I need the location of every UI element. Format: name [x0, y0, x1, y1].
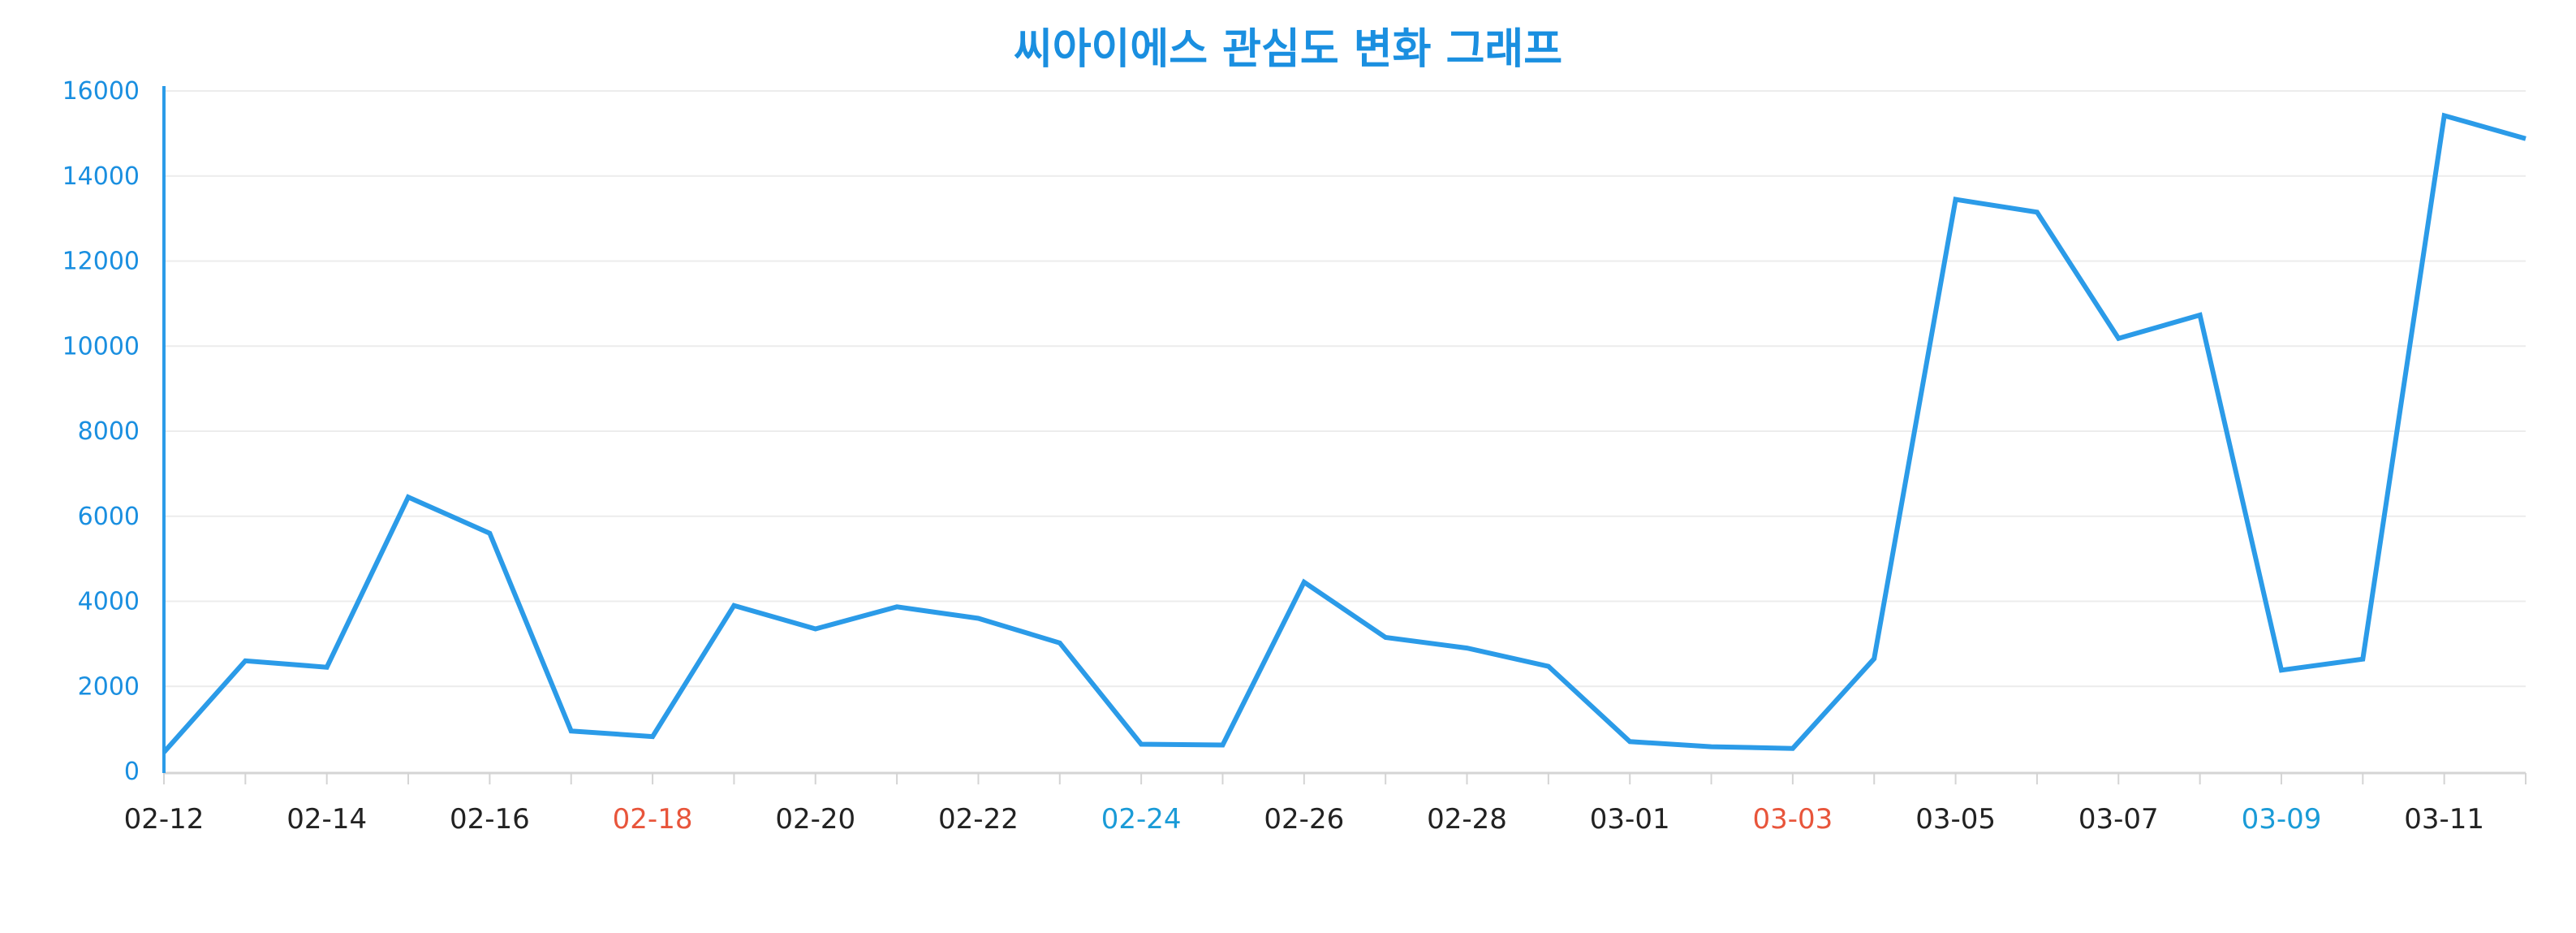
x-tick-labels: 02-12 02-14 02-16 02-18 02-20 02-22 02-24 02-26…: [124, 803, 2484, 836]
y-tick-label: 6000: [78, 503, 140, 531]
chart-title: 씨아이에스 관심도 변화 그래프: [1014, 25, 1562, 74]
x-tick-label: 02-20: [775, 803, 855, 836]
y-tick-label: 4000: [78, 588, 140, 616]
y-tick-labels: 0 2000 4000 6000 8000 10000 12000 14000 16000: [62, 77, 140, 786]
x-tick-label: 02-26: [1264, 803, 1344, 836]
x-tick-label: 03-01: [1590, 803, 1670, 836]
x-tick-label: 02-12: [124, 803, 205, 836]
y-tick-label: 0: [124, 758, 140, 786]
y-tick-label: 2000: [78, 672, 140, 701]
gridlines: [164, 90, 2526, 688]
x-tick-label: 03-07: [2078, 803, 2159, 836]
series-line: [162, 112, 2526, 754]
x-tick-label: 02-14: [286, 803, 367, 836]
x-tick-label: 02-28: [1427, 803, 1507, 836]
x-tick-label: 02-18: [613, 803, 693, 836]
x-tick-label: 03-05: [1915, 803, 1996, 836]
x-tick-label: 03-11: [2404, 803, 2484, 836]
y-tick-label: 10000: [62, 332, 140, 361]
axes: [162, 86, 2526, 784]
y-tick-label: 12000: [62, 248, 140, 276]
x-tick-label: 02-24: [1101, 803, 1182, 836]
x-tick-label: 02-22: [938, 803, 1019, 836]
y-tick-label: 8000: [78, 417, 140, 446]
x-tick-label: 03-03: [1752, 803, 1833, 836]
x-tick-label: 02-16: [450, 803, 530, 836]
y-tick-label: 16000: [62, 77, 140, 106]
series: [162, 112, 2526, 754]
x-tick-label: 03-09: [2242, 803, 2322, 836]
y-tick-label: 14000: [62, 162, 140, 191]
